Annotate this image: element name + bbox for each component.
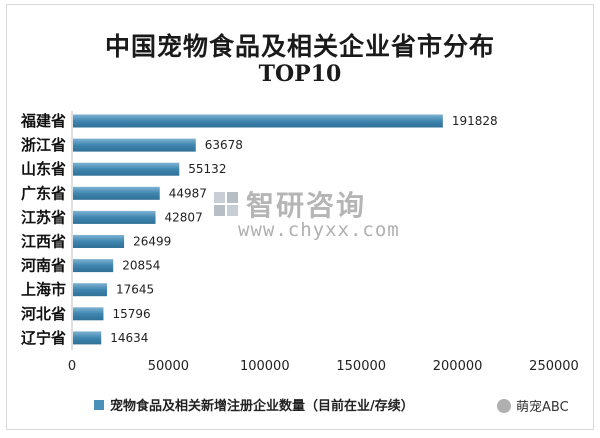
- legend-label: 宠物食品及相关新增注册企业数量（目前在业/存续）: [110, 399, 414, 414]
- source-badge-label: 萌宠ABC: [516, 400, 569, 415]
- chart-legend: 宠物食品及相关新增注册企业数量（目前在业/存续）: [94, 395, 414, 414]
- bar: [73, 331, 102, 345]
- data-label: 17645: [116, 283, 154, 297]
- wechat-icon: [497, 398, 511, 413]
- category-label: 辽宁省: [21, 329, 66, 347]
- category-label: 江西省: [21, 233, 66, 251]
- x-tick-label: 250000: [529, 359, 579, 374]
- data-label: 42807: [165, 210, 203, 224]
- x-tick-label: 50000: [148, 359, 189, 374]
- bar: [73, 138, 196, 152]
- data-label: 26499: [133, 235, 171, 249]
- watermark-logo-icon: [214, 192, 238, 216]
- data-label: 44987: [169, 186, 207, 200]
- watermark-url: www.chyxx.com: [238, 219, 400, 241]
- source-badge: 萌宠ABC: [497, 396, 569, 415]
- bar: [73, 235, 125, 248]
- x-tick-label: 100000: [240, 359, 290, 374]
- legend-swatch: [94, 399, 104, 410]
- category-label: 广东省: [21, 184, 66, 202]
- watermark: 智研咨询: [212, 184, 366, 224]
- bar: [73, 114, 443, 128]
- data-label: 55132: [188, 162, 226, 176]
- category-label: 河南省: [21, 257, 66, 275]
- category-label: 江苏省: [21, 208, 66, 226]
- bar: [73, 307, 104, 321]
- bar: [73, 259, 114, 273]
- category-label: 浙江省: [21, 136, 66, 154]
- bar: [73, 210, 156, 224]
- category-label: 上海市: [21, 281, 66, 299]
- chart-title: 中国宠物食品及相关企业省市分布: [104, 32, 495, 61]
- data-label: 14634: [110, 331, 148, 345]
- chart-subtitle: TOP10: [258, 61, 342, 87]
- x-tick-label: 0: [68, 359, 76, 374]
- category-label: 河北省: [21, 305, 66, 323]
- bar: [73, 283, 108, 297]
- x-tick-label: 200000: [433, 359, 483, 374]
- bar: [73, 162, 180, 176]
- data-label: 20854: [122, 259, 160, 273]
- bar: [73, 186, 160, 200]
- watermark-name: 智研咨询: [246, 189, 367, 222]
- data-label: 15796: [112, 307, 150, 321]
- category-label: 山东省: [21, 160, 66, 178]
- category-label: 福建省: [20, 112, 66, 130]
- data-label: 63678: [205, 138, 243, 152]
- data-label: 191828: [452, 114, 498, 128]
- x-tick-label: 150000: [336, 359, 386, 374]
